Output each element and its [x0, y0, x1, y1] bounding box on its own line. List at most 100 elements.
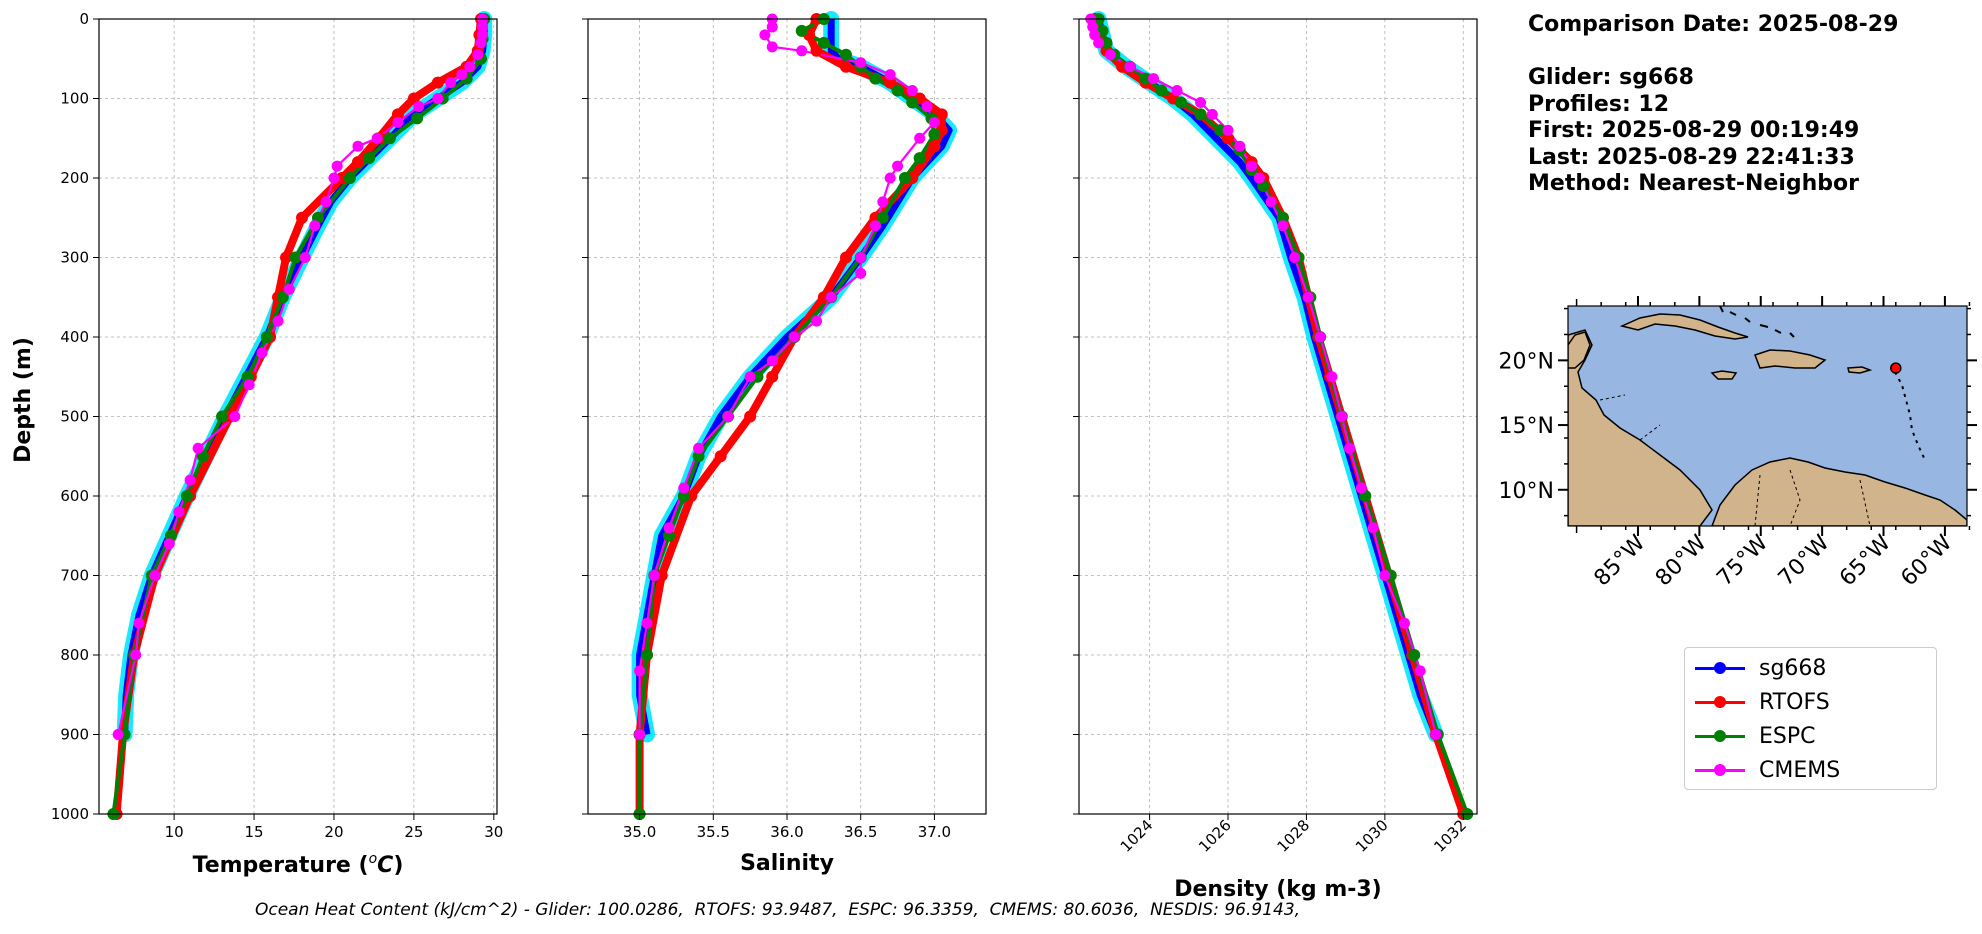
series-point-ESPC: [898, 172, 911, 184]
series-point-ESPC: [677, 490, 690, 502]
series-point-ESPC: [692, 450, 705, 463]
series-point-CMEMS: [243, 379, 255, 391]
comparison-date: Comparison Date: 2025-08-29: [1528, 12, 1899, 37]
series-point-CMEMS: [432, 93, 444, 104]
series-point-RTOFS: [295, 211, 308, 224]
series-point-CMEMS: [445, 77, 457, 89]
x-tick-label: 1028: [1274, 816, 1314, 856]
series-point-CMEMS: [1206, 108, 1218, 120]
legend-label: sg668: [1759, 655, 1827, 681]
series-point-CMEMS: [869, 220, 881, 232]
series-point-CMEMS: [825, 291, 837, 303]
series-point-RTOFS: [884, 76, 897, 89]
series-point-CMEMS: [112, 729, 124, 740]
y-tick-label: 500: [60, 408, 89, 426]
series-point-CMEMS: [634, 729, 646, 740]
series-point-CMEMS: [693, 442, 705, 454]
series-point-CMEMS: [283, 283, 295, 295]
series-point-ESPC: [216, 410, 229, 423]
series-point-CMEMS: [1246, 160, 1258, 172]
series-point-CMEMS: [192, 442, 204, 454]
series-point-RTOFS: [935, 108, 948, 121]
series-point-CMEMS: [855, 252, 867, 263]
x-axis-label: Density (kg m-3): [1174, 877, 1382, 902]
series-point-CMEMS: [1195, 96, 1207, 108]
series-point-RTOFS: [280, 251, 293, 264]
y-tick-label: 400: [60, 328, 89, 346]
series-point-CMEMS: [855, 267, 867, 279]
series-point-CMEMS: [766, 41, 778, 53]
series-point-ESPC: [640, 649, 653, 661]
y-tick-label: 200: [60, 169, 89, 187]
map-land-puerto-rico: [1847, 366, 1873, 374]
legend-item-sg668: sg668: [1695, 654, 1826, 682]
series-point-CMEMS: [1430, 729, 1442, 740]
series-point-CMEMS: [1253, 172, 1265, 184]
legend-label: CMEMS: [1759, 757, 1841, 783]
series-point-CMEMS: [1265, 196, 1277, 208]
y-tick-label: 100: [60, 90, 89, 108]
series-point-CMEMS: [1414, 665, 1426, 677]
series-point-ESPC: [817, 36, 830, 49]
series-point-ESPC: [276, 291, 289, 304]
series-point-CMEMS: [663, 522, 675, 534]
legend-label: ESPC: [1759, 723, 1816, 749]
series-point-RTOFS: [766, 370, 779, 383]
series-point-CMEMS: [184, 474, 196, 486]
map-lon-label: 75°W: [1712, 530, 1773, 591]
map-lon-label: 85°W: [1590, 530, 1651, 591]
series-point-CMEMS: [149, 570, 161, 581]
map-land-central-america: [1568, 329, 1713, 526]
series-point-CMEMS: [641, 617, 653, 629]
x-axis-label: Salinity: [740, 851, 834, 876]
map-land-cuba: [1619, 313, 1749, 340]
series-point-CMEMS: [914, 132, 926, 144]
series-point-CMEMS: [796, 45, 808, 57]
series-point-CMEMS: [766, 355, 778, 367]
series-point-ESPC: [260, 331, 273, 343]
series-point-CMEMS: [634, 665, 646, 677]
series-point-CMEMS: [1302, 291, 1314, 303]
y-tick-label: 600: [60, 487, 89, 505]
series-point-CMEMS: [1379, 570, 1391, 581]
map-lon-label: 65°W: [1835, 530, 1896, 591]
series-point-RTOFS: [810, 44, 823, 57]
series-point-CMEMS: [320, 196, 332, 208]
series-point-CMEMS: [173, 506, 185, 518]
series-point-RTOFS: [839, 251, 852, 264]
series-point-CMEMS: [1336, 411, 1348, 422]
series-point-CMEMS: [472, 49, 484, 61]
series-point-RTOFS: [1222, 132, 1235, 145]
series-point-CMEMS: [1326, 371, 1338, 383]
series-point-CMEMS: [744, 371, 756, 383]
series-line-sg668: [121, 19, 488, 735]
series-point-CMEMS: [475, 37, 487, 49]
density-panel: 1024 1026 1028 1030 1032 Density (kg m-3): [1073, 11, 1478, 902]
x-tick-label: 10: [165, 823, 184, 841]
series-point-ESPC: [1194, 108, 1207, 121]
series-point-CMEMS: [163, 538, 175, 550]
series-point-ESPC: [180, 490, 193, 502]
series-line-sg668: [636, 19, 953, 736]
series-point-ESPC: [839, 48, 852, 61]
series-point-CMEMS: [1398, 617, 1410, 629]
series-point-CMEMS: [1222, 124, 1234, 136]
chart-legend: sg668 RTOFS ESPC CMEMS: [1684, 647, 1937, 790]
glider-location-marker: [1890, 362, 1902, 374]
x-tick-label: 1026: [1195, 816, 1235, 856]
last-profile-time: Last: 2025-08-29 22:41:33: [1528, 144, 1855, 170]
series-point-RTOFS: [431, 76, 444, 89]
x-tick-label: 35.0: [623, 823, 656, 841]
profile-count: Profiles: 12: [1528, 91, 1670, 117]
y-tick-label: 800: [60, 646, 89, 664]
series-point-RTOFS: [928, 140, 941, 153]
series-point-CMEMS: [892, 160, 904, 172]
y-tick-label: 700: [60, 567, 89, 585]
series-point-CMEMS: [877, 196, 889, 208]
series-point-CMEMS: [921, 100, 933, 112]
series-point-ESPC: [1214, 124, 1227, 137]
series-point-CMEMS: [272, 315, 284, 327]
series-point-CMEMS: [766, 21, 778, 33]
y-tick-label: 300: [60, 249, 89, 267]
